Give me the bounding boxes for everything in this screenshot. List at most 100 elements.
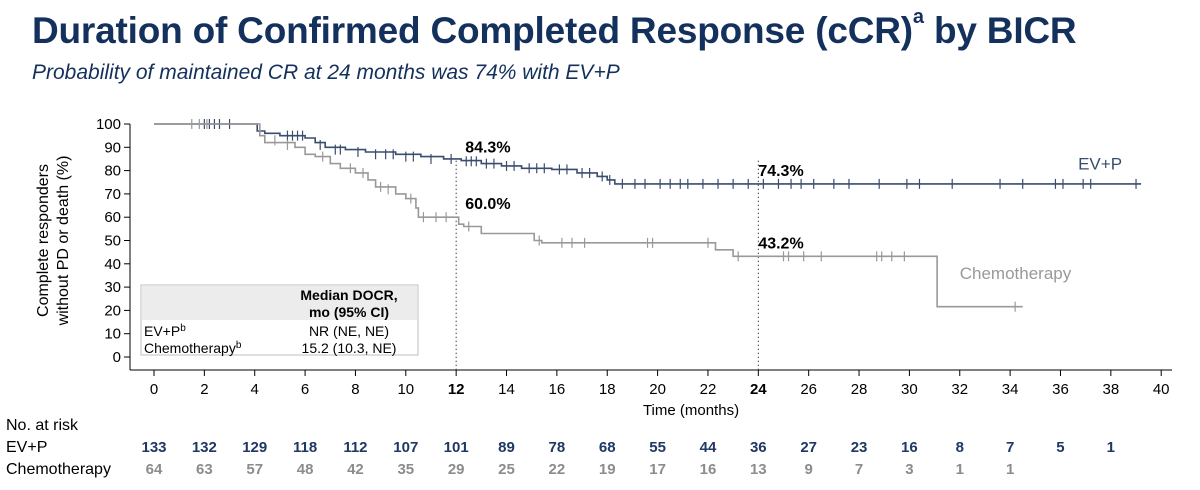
x-tick-label: 30 — [901, 381, 918, 398]
at-risk-value: 3 — [905, 461, 913, 478]
at-risk-value: 107 — [393, 439, 418, 456]
at-risk-value: 7 — [855, 461, 863, 478]
y-tick-label: 30 — [104, 279, 121, 296]
x-tick-label: 32 — [951, 381, 968, 398]
evp-series-label: EV+P — [1078, 154, 1122, 173]
y-tick-label: 0 — [113, 349, 121, 366]
at-risk-value: 19 — [599, 461, 616, 478]
x-tick-label: 28 — [851, 381, 868, 398]
x-tick-label: 22 — [700, 381, 717, 398]
y-tick-label: 90 — [104, 139, 121, 156]
chemo-curve — [154, 123, 1023, 308]
chemo-series-label: Chemotherapy — [960, 264, 1072, 283]
at-risk-value: 78 — [549, 439, 566, 456]
at-risk-value: 89 — [498, 439, 515, 456]
x-tick-label: 26 — [800, 381, 817, 398]
at-risk-value: 44 — [700, 439, 717, 456]
at-risk-value: 1 — [1107, 439, 1115, 456]
y-tick-label: 60 — [104, 209, 121, 226]
x-tick-label: 20 — [649, 381, 666, 398]
at-risk-value: 16 — [901, 439, 918, 456]
x-axis-label: Time (months) — [643, 402, 739, 419]
at-risk-value: 36 — [750, 439, 767, 456]
at-risk-value: 8 — [956, 439, 964, 456]
legend-table-row-name: Chemotherapyb — [144, 340, 242, 356]
x-tick-label: 24 — [750, 381, 767, 398]
at-risk-value: 48 — [297, 461, 314, 478]
x-tick-label: 40 — [1153, 381, 1170, 398]
legend-table-header: mo (95% CI) — [309, 304, 389, 320]
at-risk-value: 13 — [750, 461, 767, 478]
x-tick-label: 18 — [599, 381, 616, 398]
at-risk-value: 129 — [242, 439, 267, 456]
legend-row-superscript: b — [236, 340, 242, 351]
annotation-label: 60.0% — [465, 196, 510, 213]
x-tick-label: 0 — [150, 381, 158, 398]
x-tick-label: 36 — [1052, 381, 1069, 398]
at-risk-value: 23 — [851, 439, 868, 456]
at-risk-value: 22 — [549, 461, 566, 478]
x-tick-label: 34 — [1002, 381, 1019, 398]
at-risk-value: 5 — [1056, 439, 1064, 456]
annotation-label: 43.2% — [758, 235, 803, 252]
x-tick-label: 6 — [301, 381, 309, 398]
at-risk-value: 35 — [397, 461, 414, 478]
y-axis-label-line: Complete responders — [35, 164, 52, 317]
y-axis-label-line: without PD or death (%) — [55, 156, 72, 327]
x-tick-label: 14 — [498, 381, 515, 398]
x-tick-label: 12 — [448, 381, 465, 398]
legend-table-header: Median DOCR, — [300, 287, 397, 303]
at-risk-value: 63 — [196, 461, 213, 478]
at-risk-value: 27 — [800, 439, 817, 456]
x-tick-label: 8 — [351, 381, 359, 398]
at-risk-value: 133 — [141, 439, 166, 456]
chart-title: Duration of Confirmed Completed Response… — [32, 6, 1077, 52]
at-risk-value: 64 — [146, 461, 163, 478]
annotation-label: 84.3% — [465, 140, 510, 157]
legend-table-row-value: NR (NE, NE) — [309, 323, 389, 339]
legend-row-superscript: b — [180, 323, 186, 334]
at-risk-value: 55 — [649, 439, 666, 456]
x-tick-label: 10 — [397, 381, 414, 398]
y-tick-label: 40 — [104, 256, 121, 273]
at-risk-value: 1 — [956, 461, 964, 478]
at-risk-value: 68 — [599, 439, 616, 456]
y-axis-label: Complete responders without PD or death (… — [35, 156, 72, 327]
y-tick-label: 50 — [104, 233, 121, 250]
legend-table-row-value: 15.2 (10.3, NE) — [302, 340, 397, 356]
x-tick-label: 2 — [200, 381, 208, 398]
legend-row-name-text: Chemotherapy — [144, 340, 236, 356]
at-risk-title: No. at risk — [6, 417, 79, 434]
legend-row-name-text: EV+P — [144, 323, 180, 339]
at-risk-value: 7 — [1006, 439, 1014, 456]
at-risk-row-label: EV+P — [6, 439, 47, 456]
at-risk-value: 132 — [192, 439, 217, 456]
y-tick-label: 80 — [104, 163, 121, 180]
at-risk-value: 9 — [805, 461, 813, 478]
at-risk-value: 16 — [700, 461, 717, 478]
legend-table-header-bg — [142, 286, 417, 320]
at-risk-value: 57 — [246, 461, 263, 478]
y-tick-label: 70 — [104, 186, 121, 203]
y-tick-label: 100 — [96, 116, 121, 133]
at-risk-value: 118 — [293, 439, 317, 456]
at-risk-value: 1 — [1006, 461, 1014, 478]
x-tick-label: 16 — [549, 381, 566, 398]
title-superscript: a — [912, 6, 924, 28]
title-text: Duration of Confirmed Completed Response… — [32, 10, 913, 51]
evp-curve — [154, 123, 1142, 185]
title-suffix: by BICR — [933, 10, 1077, 51]
at-risk-value: 25 — [498, 461, 515, 478]
x-tick-label: 4 — [251, 381, 259, 398]
y-tick-label: 10 — [104, 326, 121, 343]
legend-table-row-name: EV+Pb — [144, 323, 186, 339]
at-risk-value: 29 — [448, 461, 465, 478]
x-tick-label: 38 — [1102, 381, 1119, 398]
at-risk-value: 112 — [343, 439, 367, 456]
chart-subtitle: Probability of maintained CR at 24 month… — [32, 61, 620, 84]
at-risk-value: 42 — [347, 461, 364, 478]
y-tick-label: 20 — [104, 302, 121, 319]
at-risk-value: 17 — [649, 461, 666, 478]
at-risk-row-label: Chemotherapy — [6, 461, 111, 478]
